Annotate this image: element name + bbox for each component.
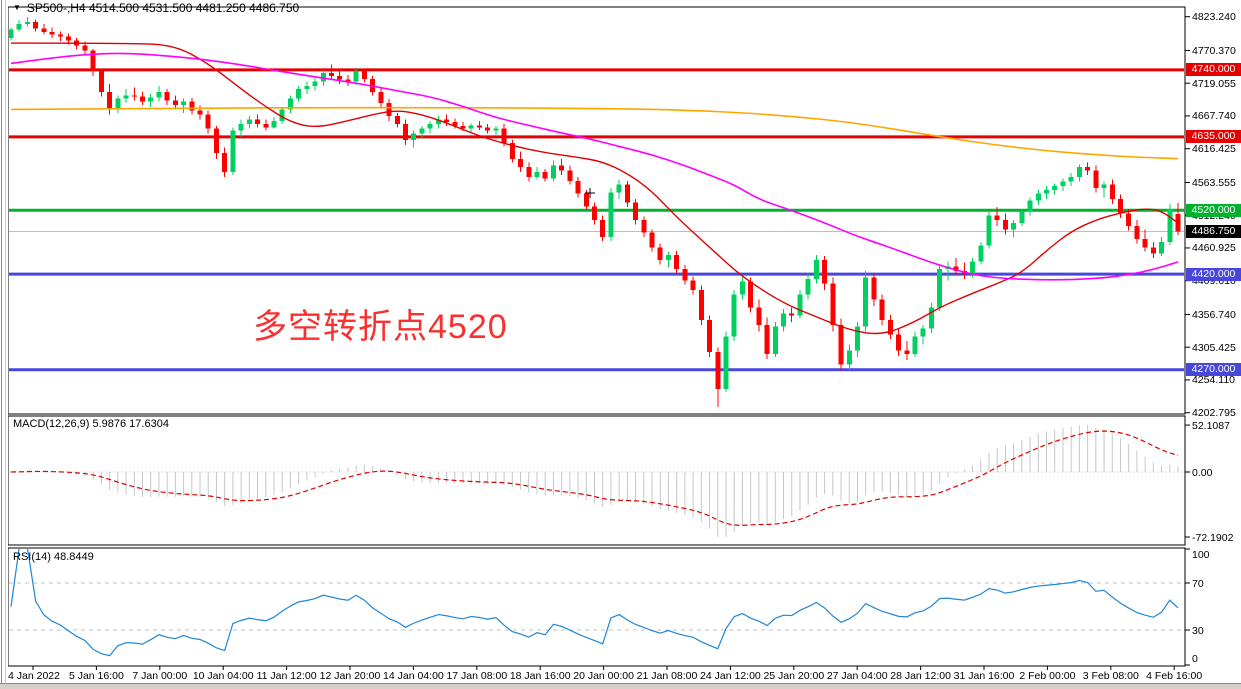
price-level-tag-4420.000: 4420.000 [1186, 267, 1241, 281]
rsi-line [10, 549, 1179, 657]
window-left-border [0, 0, 8, 689]
macd-axis-tick: -72.1902 [1192, 531, 1234, 544]
rsi-pane-border [7, 547, 1186, 667]
macd-axis-tick: 0.00 [1192, 466, 1213, 479]
rsi-axis-tick: 100 [1192, 549, 1210, 561]
price-axis-tick: 4305.425 [1192, 341, 1236, 354]
price-axis-tick: 4356.740 [1192, 308, 1236, 321]
ma-slow-orange [10, 106, 1179, 160]
time-axis-label: 2 Feb 00:00 [1019, 670, 1076, 682]
rsi-indicator-label: RSI(14) 48.8449 [13, 551, 94, 563]
time-axis-label: 20 Jan 00:00 [573, 670, 634, 682]
time-axis-label: 17 Jan 08:00 [446, 670, 508, 682]
price-level-tag-4520.000: 4520.000 [1186, 203, 1241, 217]
time-axis-label: 28 Jan 12:00 [890, 670, 951, 682]
time-axis-label: 12 Jan 20:00 [319, 670, 381, 682]
window-bottom-strip [0, 683, 1241, 689]
time-axis-label: 25 Jan 20:00 [763, 670, 825, 682]
price-axis-tick: 4823.240 [1192, 11, 1236, 24]
time-axis-label: 27 Jan 04:00 [826, 670, 888, 682]
macd-pane[interactable] [9, 425, 1184, 538]
ma-mid-magenta [10, 52, 1179, 281]
time-axis-label: 24 Jan 12:00 [700, 670, 761, 682]
price-level-tag-4740.000: 4740.000 [1186, 63, 1241, 77]
time-axis-label: 14 Jan 04:00 [383, 670, 444, 682]
price-axis-tick: 4719.055 [1192, 77, 1236, 90]
time-axis-label: 10 Jan 04:00 [192, 670, 254, 682]
macd-pane-border [7, 415, 1186, 546]
chart-title-row: ▼ SP500-,H4 4514.500 4531.500 4481.250 4… [13, 0, 299, 15]
time-axis-label: 3 Feb 08:00 [1082, 670, 1139, 682]
price-level-tag-4270.000: 4270.000 [1186, 363, 1241, 377]
candles [9, 16, 1181, 407]
main-price-pane[interactable] [9, 16, 1185, 407]
main-pane-border [7, 6, 1186, 415]
ma-fast-red [10, 42, 1179, 335]
price-axis-tick: 4460.925 [1192, 242, 1236, 255]
price-axis-tick: 4254.110 [1192, 374, 1236, 387]
time-axis-label: 4 Feb 16:00 [1146, 670, 1203, 682]
rsi-axis-tick: 70 [1192, 577, 1204, 590]
time-axis-label: 7 Jan 00:00 [132, 670, 188, 682]
macd-axis-tick: 52.1087 [1192, 419, 1230, 432]
price-axis-tick: 4616.425 [1192, 143, 1236, 156]
price-axis-tick: 4770.370 [1192, 44, 1236, 57]
macd-signal-line [10, 430, 1179, 526]
chart-title: SP500-,H4 4514.500 4531.500 4481.250 448… [26, 0, 300, 15]
price-axis-tick: 4667.740 [1192, 110, 1236, 123]
rsi-axis-tick: 30 [1192, 624, 1204, 637]
chart-annotation-text: 多空转折点4520 [253, 308, 508, 346]
time-axis-label: 31 Jan 16:00 [953, 670, 1015, 682]
rsi-pane[interactable] [9, 548, 1184, 657]
price-axis-tick: 4563.555 [1192, 176, 1236, 189]
rsi-axis-tick: 0 [1192, 653, 1198, 665]
macd-indicator-label: MACD(12,26,9) 5.9876 17.6304 [13, 418, 169, 430]
symbol-dropdown-icon[interactable]: ▼ [13, 3, 21, 12]
time-axis-label: 4 Jan 2022 [8, 670, 60, 682]
time-axis-label: 21 Jan 08:00 [636, 670, 698, 682]
time-axis-label: 5 Jan 16:00 [68, 670, 124, 682]
price-axis-tick: 4202.795 [1192, 407, 1236, 420]
time-axis-label: 18 Jan 16:00 [509, 670, 571, 682]
time-axis-label: 11 Jan 12:00 [256, 670, 317, 682]
price-level-tag-4635.000: 4635.000 [1186, 130, 1241, 144]
price-level-tag-4486.750: 4486.750 [1186, 224, 1241, 238]
